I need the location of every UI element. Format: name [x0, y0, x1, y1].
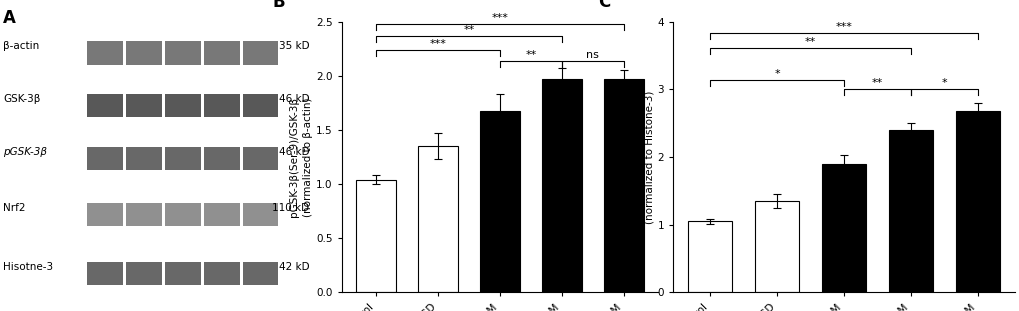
FancyBboxPatch shape: [204, 203, 239, 226]
Bar: [956, 111, 999, 292]
FancyBboxPatch shape: [165, 41, 201, 65]
Text: *: *: [773, 69, 780, 79]
Bar: [688, 221, 731, 292]
Text: Hisotne-3: Hisotne-3: [3, 262, 53, 272]
Text: 110 kD: 110 kD: [272, 203, 309, 213]
FancyBboxPatch shape: [243, 262, 278, 285]
Text: **: **: [463, 25, 474, 35]
Bar: [754, 201, 798, 292]
FancyBboxPatch shape: [243, 94, 278, 117]
FancyBboxPatch shape: [165, 94, 201, 117]
FancyBboxPatch shape: [165, 147, 201, 170]
Text: 46 kD: 46 kD: [278, 147, 309, 157]
FancyBboxPatch shape: [243, 41, 278, 65]
FancyBboxPatch shape: [243, 147, 278, 170]
FancyBboxPatch shape: [165, 203, 201, 226]
Text: B: B: [272, 0, 284, 11]
FancyBboxPatch shape: [126, 147, 162, 170]
Text: ns: ns: [586, 50, 598, 60]
Bar: [479, 110, 520, 292]
FancyBboxPatch shape: [204, 41, 239, 65]
FancyBboxPatch shape: [204, 262, 239, 285]
Bar: [889, 130, 932, 292]
FancyBboxPatch shape: [87, 41, 122, 65]
FancyBboxPatch shape: [87, 94, 122, 117]
Y-axis label: pGSK-3β(Ser-9)/GSK-3β
(normalized to β-actin): pGSK-3β(Ser-9)/GSK-3β (normalized to β-a…: [289, 97, 313, 217]
Bar: [417, 146, 458, 292]
Text: ***: ***: [429, 39, 445, 49]
Text: 35 kD: 35 kD: [278, 41, 309, 51]
FancyBboxPatch shape: [87, 203, 122, 226]
Text: ***: ***: [491, 13, 507, 23]
Text: 42 kD: 42 kD: [278, 262, 309, 272]
Text: **: **: [871, 78, 882, 88]
Bar: [541, 79, 582, 292]
FancyBboxPatch shape: [243, 203, 278, 226]
Text: C: C: [597, 0, 609, 11]
Bar: [603, 79, 643, 292]
Text: Nrf2: Nrf2: [3, 203, 25, 213]
FancyBboxPatch shape: [87, 147, 122, 170]
Bar: [821, 164, 865, 292]
FancyBboxPatch shape: [204, 147, 239, 170]
Text: *: *: [941, 78, 947, 88]
Text: **: **: [525, 50, 536, 60]
Text: 46 kD: 46 kD: [278, 94, 309, 104]
Text: pGSK-3β: pGSK-3β: [3, 147, 47, 157]
Text: ***: ***: [835, 22, 852, 32]
FancyBboxPatch shape: [126, 41, 162, 65]
FancyBboxPatch shape: [165, 262, 201, 285]
FancyBboxPatch shape: [126, 262, 162, 285]
FancyBboxPatch shape: [126, 94, 162, 117]
FancyBboxPatch shape: [126, 203, 162, 226]
FancyBboxPatch shape: [204, 94, 239, 117]
Y-axis label: Nuclear Nrf2 expression
(normalized to Histone-3): Nuclear Nrf2 expression (normalized to H…: [630, 91, 654, 224]
FancyBboxPatch shape: [87, 262, 122, 285]
Text: β-actin: β-actin: [3, 41, 40, 51]
Text: A: A: [3, 9, 16, 27]
Text: GSK-3β: GSK-3β: [3, 94, 41, 104]
Bar: [356, 180, 395, 292]
Text: **: **: [804, 37, 815, 47]
